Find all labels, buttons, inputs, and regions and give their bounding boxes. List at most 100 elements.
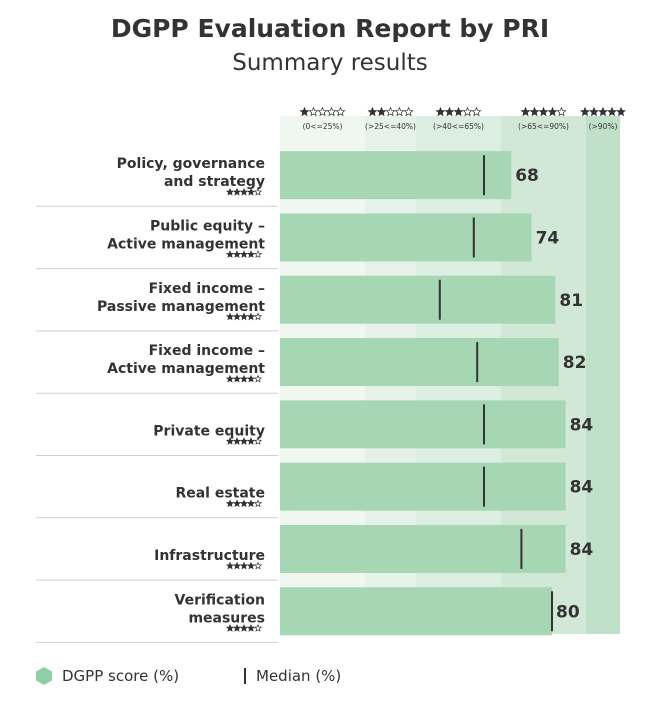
score-value-label: 84 (570, 415, 594, 435)
star-filled-icon (225, 187, 235, 196)
star-empty-icon (462, 106, 473, 117)
star-filled-icon (232, 187, 242, 196)
star-empty-icon (317, 106, 328, 117)
score-value-label: 68 (515, 166, 539, 186)
star-empty-icon (335, 106, 346, 117)
rating-band-label: (0<=25%) (303, 122, 343, 131)
rating-band-stars (435, 106, 482, 117)
star-empty-icon (471, 106, 482, 117)
star-filled-icon (225, 250, 235, 258)
score-value-label: 74 (536, 228, 560, 248)
star-filled-icon (616, 106, 626, 117)
star-empty-icon (253, 187, 263, 196)
star-filled-icon (376, 106, 387, 117)
score-value-label: 84 (570, 540, 594, 560)
rating-band (586, 116, 620, 634)
star-empty-icon (308, 106, 319, 117)
star-filled-icon (225, 561, 235, 570)
legend-item-median: Median (%) (244, 664, 341, 688)
score-bar (280, 524, 566, 573)
star-filled-icon (239, 561, 249, 570)
score-bar (280, 275, 556, 324)
legend-label-median: Median (%) (256, 667, 342, 685)
star-filled-icon (580, 106, 590, 117)
category-stars (225, 499, 263, 508)
rating-band-stars (520, 106, 567, 117)
star-filled-icon (589, 106, 599, 117)
star-empty-icon (253, 561, 263, 570)
rating-band-label: (>90%) (589, 122, 618, 131)
star-filled-icon (232, 437, 242, 445)
star-filled-icon (239, 437, 249, 445)
score-bar (280, 400, 566, 449)
star-filled-icon (239, 623, 249, 632)
star-filled-icon (607, 106, 617, 117)
category-label: Passive management (97, 299, 265, 315)
rating-band-stars (299, 106, 346, 117)
star-filled-icon (225, 312, 235, 321)
star-filled-icon (246, 623, 256, 632)
star-empty-icon (403, 106, 414, 117)
star-filled-icon (239, 187, 249, 196)
chart-subtitle: Summary results (232, 50, 428, 76)
star-filled-icon (246, 499, 256, 508)
star-empty-icon (253, 374, 263, 383)
score-value-label: 84 (570, 478, 594, 498)
rating-band-label: (>40<=65%) (433, 122, 484, 131)
star-filled-icon (299, 106, 310, 117)
star-empty-icon (253, 499, 263, 508)
star-filled-icon (239, 312, 249, 321)
score-bar (280, 213, 532, 262)
star-empty-icon (326, 106, 337, 117)
category-stars (225, 312, 263, 321)
star-filled-icon (232, 623, 242, 632)
star-filled-icon (239, 499, 249, 508)
star-empty-icon (394, 106, 405, 117)
score-bar (280, 338, 559, 387)
category-stars (225, 437, 263, 445)
star-filled-icon (444, 106, 455, 117)
category-stars (225, 250, 263, 258)
category-label: Active management (107, 236, 265, 252)
star-empty-icon (253, 623, 263, 632)
legend-label-score: DGPP score (%) (62, 667, 180, 685)
star-empty-icon (253, 312, 263, 321)
category-label: Public equity – (150, 218, 265, 234)
rating-band-label: (>25<=40%) (365, 122, 416, 131)
star-filled-icon (232, 374, 242, 383)
score-value-label: 81 (559, 291, 583, 311)
score-bar (280, 587, 552, 636)
star-filled-icon (246, 374, 256, 383)
category-label: and strategy (164, 174, 265, 190)
star-filled-icon (225, 623, 235, 632)
score-bar (280, 462, 566, 511)
star-filled-icon (225, 374, 235, 383)
star-filled-icon (520, 106, 531, 117)
star-filled-icon (529, 106, 540, 117)
legend-item-score: DGPP score (%) (36, 664, 179, 688)
star-filled-icon (246, 312, 256, 321)
star-filled-icon (232, 499, 242, 508)
star-filled-icon (232, 561, 242, 570)
rating-band-stars (367, 106, 414, 117)
star-filled-icon (547, 106, 558, 117)
chart-title: DGPP Evaluation Report by PRI (110, 14, 550, 43)
star-empty-icon (253, 437, 263, 445)
star-filled-icon (225, 499, 235, 508)
category-label: Policy, governance (117, 156, 265, 172)
star-empty-icon (253, 250, 263, 258)
star-filled-icon (246, 561, 256, 570)
star-filled-icon (538, 106, 549, 117)
hexagon-icon (36, 667, 52, 685)
category-label: Fixed income – (149, 343, 265, 359)
star-filled-icon (239, 374, 249, 383)
category-label: Verification (175, 592, 265, 608)
category-label: measures (188, 610, 265, 626)
category-stars (225, 561, 263, 570)
star-filled-icon (232, 312, 242, 321)
category-label: Active management (107, 361, 265, 377)
star-filled-icon (246, 437, 256, 445)
rating-band-label: (>65<=90%) (518, 122, 569, 131)
star-filled-icon (367, 106, 378, 117)
category-stars (225, 374, 263, 383)
